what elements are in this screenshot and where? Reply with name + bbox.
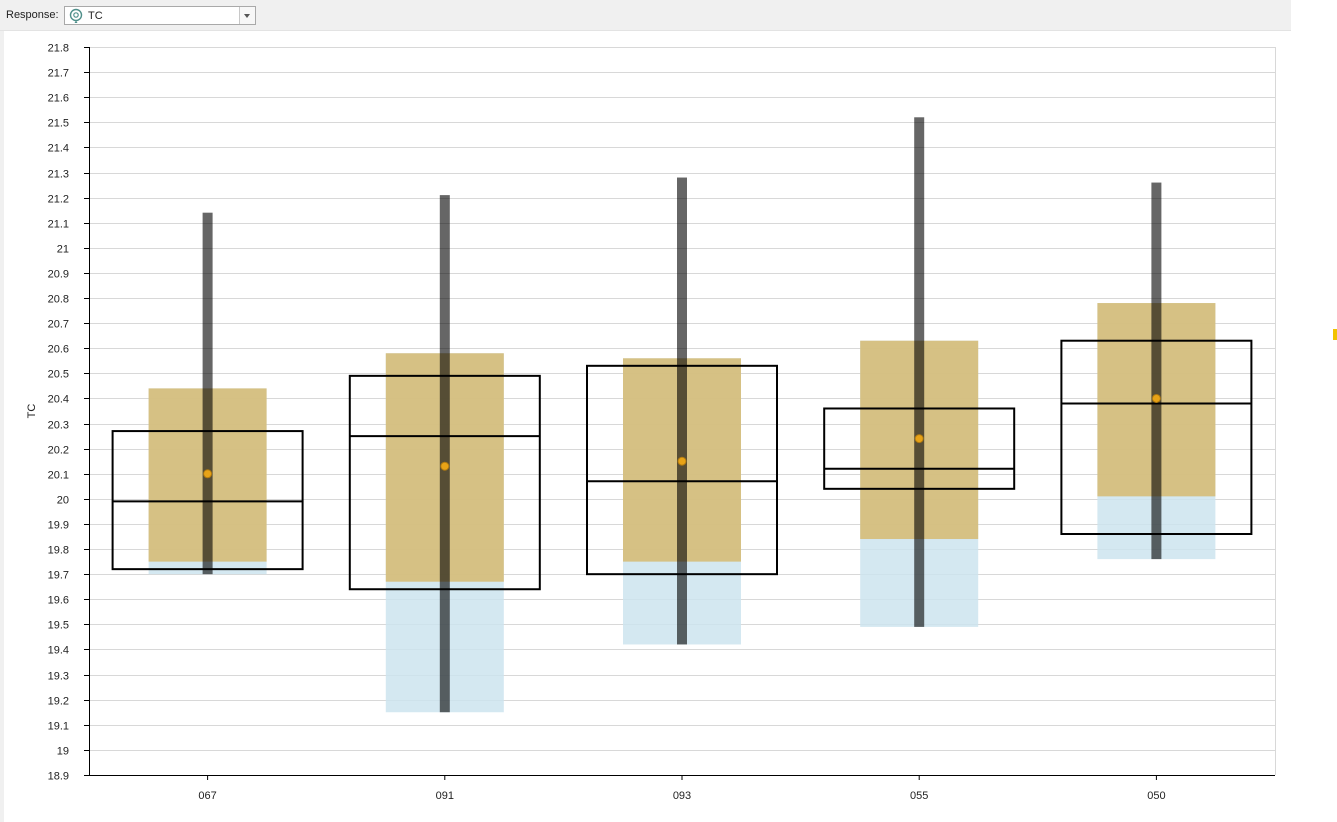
whisker-bar (439, 195, 450, 713)
response-label: Response: (6, 9, 59, 21)
edge-marker (1333, 329, 1337, 340)
y-tick-label: 19.4 (48, 645, 69, 657)
y-tick-label: 21.7 (48, 68, 69, 80)
target-pin-icon (68, 8, 84, 24)
axis-labels: 18.9 19 19.1 19.2 19.3 19.4 19.5 19.6 19.7 19.8 19… (26, 43, 1166, 803)
y-tick-label: 21.1 (48, 219, 69, 231)
y-tick-label: 21 (57, 244, 69, 256)
mean-marker (914, 434, 924, 444)
box-iqr (823, 407, 1016, 490)
response-value: TC (88, 10, 103, 22)
chevron-down-icon[interactable] (239, 7, 255, 24)
y-tick-label: 19.2 (48, 696, 69, 708)
y-tick-label: 20.6 (48, 344, 69, 356)
whisker-bar (677, 177, 687, 645)
y-tick-label: 19.3 (48, 671, 69, 683)
y-tick-label: 18.9 (48, 771, 69, 783)
y-tick-label: 19.7 (48, 570, 69, 582)
y-tick-label: 21.3 (48, 169, 69, 181)
x-tick-label: 067 (198, 790, 216, 802)
y-tick-label: 19.5 (48, 620, 69, 632)
whiskers (202, 117, 1162, 713)
y-tick-label: 20.1 (48, 470, 69, 482)
mean-marker (203, 469, 213, 479)
x-tick-label: 050 (1147, 790, 1165, 802)
box-iqr (111, 430, 304, 571)
mean-markers (203, 393, 1161, 479)
y-tick-label: 21.5 (48, 118, 69, 130)
y-tick-label: 21.4 (48, 143, 69, 155)
y-tick-label: 21.6 (48, 93, 69, 105)
x-tick-label: 093 (673, 790, 691, 802)
box-plot-chart: 18.9 19 19.1 19.2 19.3 19.4 19.5 19.6 19.7 19.8 19… (26, 43, 1276, 803)
y-axis-title: TC (26, 404, 38, 419)
y-tick-label: 19.8 (48, 545, 69, 557)
y-tick-label: 21.8 (48, 43, 69, 55)
y-tick-label: 19.6 (48, 595, 69, 607)
axes (84, 47, 1275, 780)
x-tick-label: 055 (910, 790, 928, 802)
y-tick-label: 20.5 (48, 369, 69, 381)
boxes (111, 339, 1253, 591)
whisker-bar (1151, 182, 1162, 560)
y-tick-label: 20.3 (48, 420, 69, 432)
y-tick-label: 19.9 (48, 520, 69, 532)
left-gutter (0, 0, 4, 822)
box-iqr (348, 374, 541, 591)
whisker-bar (202, 212, 213, 575)
y-tick-label: 21.2 (48, 194, 69, 206)
mean-marker (440, 461, 450, 471)
y-tick-label: 20 (57, 495, 69, 507)
y-tick-label: 19.1 (48, 721, 69, 733)
box-iqr (586, 364, 778, 576)
mean-marker (677, 456, 687, 466)
whisker-bar (914, 117, 925, 627)
y-tick-label: 20.7 (48, 319, 69, 331)
y-tick-label: 20.8 (48, 294, 69, 306)
box-iqr (1060, 339, 1253, 536)
mean-marker (1151, 393, 1161, 403)
response-toolbar: Response: TC (0, 0, 1291, 31)
x-tick-label: 091 (436, 790, 454, 802)
y-tick-label: 20.4 (48, 394, 69, 406)
y-tick-label: 19 (57, 746, 69, 758)
y-tick-label: 20.9 (48, 269, 69, 281)
y-tick-label: 20.2 (48, 445, 69, 457)
response-select[interactable]: TC (64, 6, 256, 25)
